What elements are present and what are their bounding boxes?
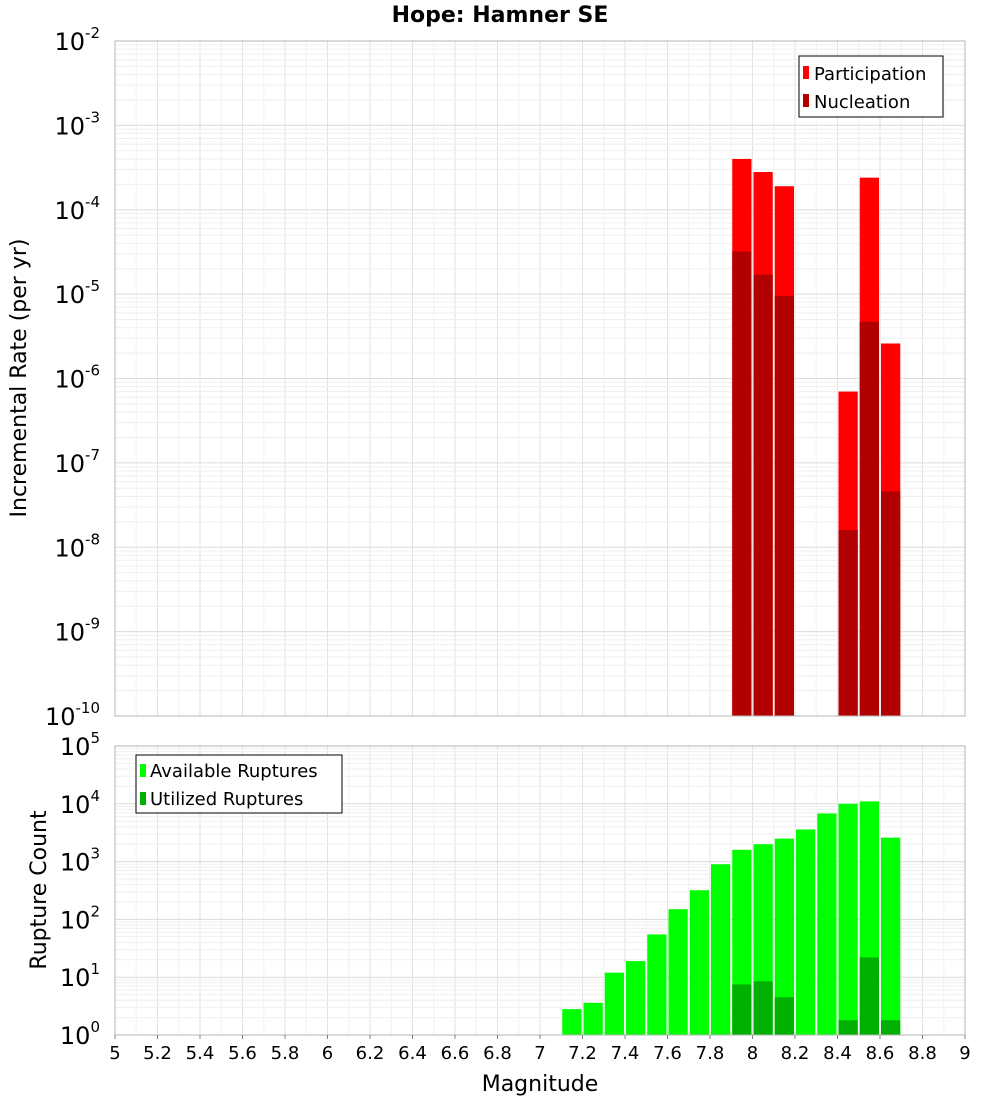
legend-participation-label: Participation (814, 64, 926, 85)
count-bar-available-ruptures (774, 838, 794, 1035)
rate-bar-nucleation (732, 251, 752, 716)
count-bar-available-ruptures (668, 909, 688, 1035)
x-tick-label: 7.4 (611, 1043, 640, 1064)
rate-bar-nucleation (881, 491, 901, 716)
x-tick-label: 9 (959, 1043, 970, 1064)
x-tick-label: 5 (109, 1043, 120, 1064)
count-y-tick-label: 105 (60, 729, 100, 761)
count-legend: Available Ruptures Utilized Ruptures (135, 754, 343, 814)
x-tick-label: 8.6 (866, 1043, 895, 1064)
x-tick-label: 6.4 (398, 1043, 427, 1064)
legend-available-swatch (140, 764, 146, 777)
count-bar-available-ruptures (647, 934, 667, 1035)
rate-y-tick-label: 10-5 (54, 277, 100, 309)
x-tick-label: 5.6 (228, 1043, 257, 1064)
count-y-tick-label: 103 (60, 845, 100, 877)
rate-y-tick-label: 10-10 (45, 699, 100, 731)
count-bar-available-ruptures (838, 803, 858, 1035)
x-tick-label: 8 (747, 1043, 758, 1064)
rate-legend: Participation Nucleation (798, 55, 944, 118)
x-tick-label: 7.8 (696, 1043, 725, 1064)
rate-y-axis-label: Incremental Rate (per yr) (7, 239, 32, 518)
count-y-tick-label: 104 (60, 787, 100, 819)
rate-bar-nucleation (774, 296, 794, 716)
x-tick-label: 8.2 (781, 1043, 810, 1064)
x-tick-label: 6.8 (483, 1043, 512, 1064)
rate-y-tick-label: 10-3 (54, 108, 100, 140)
count-bars (562, 801, 901, 1035)
x-tick-label: 5.2 (143, 1043, 172, 1064)
rate-y-tick-label: 10-7 (54, 446, 100, 478)
count-bar-available-ruptures (711, 864, 731, 1035)
legend-nucleation-swatch (803, 94, 809, 107)
rate-bar-nucleation (859, 321, 879, 716)
rate-y-tick-label: 10-4 (54, 193, 100, 225)
rate-y-tick-label: 10-6 (54, 362, 100, 394)
legend-participation-swatch (803, 66, 809, 79)
count-bar-available-ruptures (604, 972, 624, 1035)
count-bar-available-ruptures (562, 1009, 582, 1035)
x-ticks: 5 5.2 5.4 5.6 5.8 6 6.2 6.4 6.6 6.8 7 7.2 7.4 7.6 7.8 8… (109, 1035, 971, 1064)
x-tick-label: 5.4 (186, 1043, 215, 1064)
count-bar-utilized-ruptures (881, 1020, 901, 1035)
count-bar-available-ruptures (817, 813, 837, 1035)
rate-bar-nucleation (753, 274, 773, 716)
rate-y-tick-label: 10-9 (54, 615, 100, 647)
count-y-tick-label: 101 (60, 960, 100, 992)
chart-title: Hope: Hamner SE (392, 3, 609, 28)
rate-panel: 10-10 10-9 10-8 10-7 10-6 10-5 10-4 10-3 10-2 In… (7, 24, 966, 731)
x-tick-label: 5.8 (271, 1043, 300, 1064)
x-tick-label: 6.6 (441, 1043, 470, 1064)
legend-utilized-label: Utilized Ruptures (150, 789, 303, 810)
count-y-tick-label: 100 (60, 1018, 100, 1050)
count-bar-utilized-ruptures (732, 984, 752, 1035)
rate-grid (114, 41, 966, 717)
x-tick-label: 8.4 (823, 1043, 852, 1064)
count-panel: 100 101 102 103 104 105 5 5.2 5.4 5.6 5.8 6 6.2 6.4 6… (27, 729, 971, 1097)
legend-available-label: Available Ruptures (150, 761, 318, 782)
x-tick-label: 6 (322, 1043, 333, 1064)
x-tick-label: 7.2 (568, 1043, 597, 1064)
x-axis-label: Magnitude (482, 1072, 599, 1097)
count-bar-available-ruptures (583, 1002, 603, 1035)
x-tick-label: 6.2 (356, 1043, 385, 1064)
rate-legend-box (798, 55, 944, 118)
count-bar-available-ruptures (626, 961, 646, 1035)
count-bar-available-ruptures (689, 890, 709, 1035)
x-tick-label: 7.6 (653, 1043, 682, 1064)
rate-y-tick-label: 10-8 (54, 530, 100, 562)
legend-utilized-swatch (140, 792, 146, 805)
count-y-axis-label: Rupture Count (27, 810, 52, 970)
rate-y-ticks: 10-10 10-9 10-8 10-7 10-6 10-5 10-4 10-3 10-2 (45, 24, 100, 731)
count-bar-utilized-ruptures (753, 981, 773, 1035)
count-bar-available-ruptures (881, 837, 901, 1035)
count-bar-utilized-ruptures (774, 997, 794, 1035)
rate-bar-nucleation (838, 530, 858, 716)
count-bar-utilized-ruptures (859, 957, 879, 1035)
count-y-tick-label: 102 (60, 902, 100, 934)
count-bar-utilized-ruptures (838, 1020, 858, 1035)
count-legend-box (135, 754, 343, 814)
count-bar-available-ruptures (796, 829, 816, 1035)
rate-bars (732, 158, 901, 717)
count-y-ticks: 100 101 102 103 104 105 (60, 729, 100, 1050)
x-tick-label: 8.8 (908, 1043, 937, 1064)
rate-y-tick-label: 10-2 (54, 24, 100, 56)
rate-plot-border (114, 40, 966, 717)
legend-nucleation-label: Nucleation (814, 92, 910, 113)
x-tick-label: 7 (534, 1043, 545, 1064)
